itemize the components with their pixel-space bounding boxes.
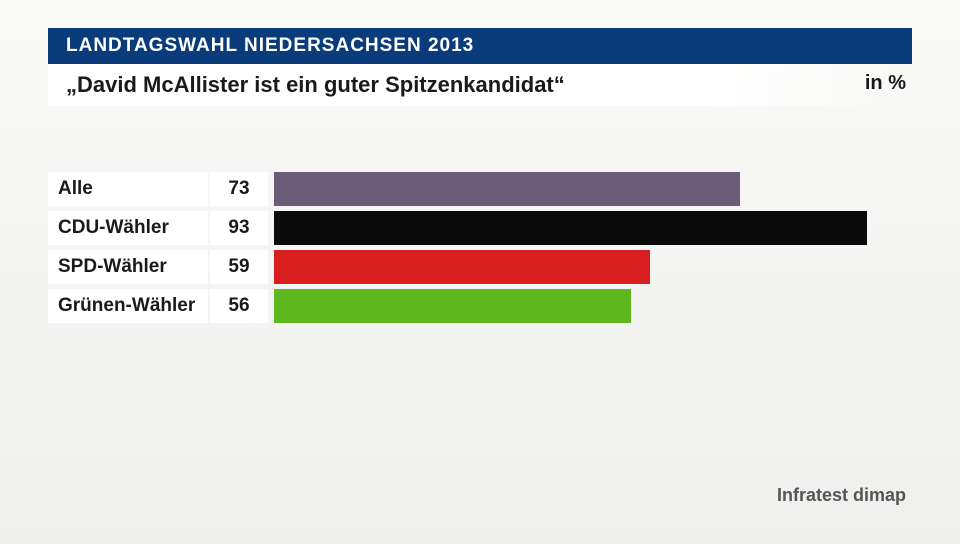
bar-fill [274, 172, 740, 206]
bar-track [274, 172, 912, 206]
unit-label: in % [865, 72, 906, 95]
bar-row: Alle73 [48, 170, 912, 208]
title-banner: LANDTAGSWAHL NIEDERSACHSEN 2013 [48, 28, 912, 64]
subtitle-row: „David McAllister ist ein guter Spitzenk… [48, 64, 912, 106]
bar-value: 93 [210, 211, 268, 245]
bar-track [274, 211, 912, 245]
bar-label: CDU-Wähler [48, 211, 208, 245]
chart-area: Alle73CDU-Wähler93SPD-Wähler59Grünen-Wäh… [48, 170, 912, 326]
subtitle-text: „David McAllister ist ein guter Spitzenk… [66, 72, 565, 98]
bar-fill [274, 289, 631, 323]
bar-label: Alle [48, 172, 208, 206]
bar-fill [274, 211, 867, 245]
bar-label: SPD-Wähler [48, 250, 208, 284]
bar-value: 56 [210, 289, 268, 323]
bar-value: 59 [210, 250, 268, 284]
bar-track [274, 289, 912, 323]
chart-container: LANDTAGSWAHL NIEDERSACHSEN 2013 „David M… [0, 0, 960, 544]
bar-row: Grünen-Wähler56 [48, 287, 912, 325]
bar-row: SPD-Wähler59 [48, 248, 912, 286]
source-label: Infratest dimap [777, 485, 906, 506]
bar-value: 73 [210, 172, 268, 206]
bar-track [274, 250, 912, 284]
bar-fill [274, 250, 650, 284]
title-text: LANDTAGSWAHL NIEDERSACHSEN 2013 [66, 35, 474, 57]
bar-row: CDU-Wähler93 [48, 209, 912, 247]
bar-label: Grünen-Wähler [48, 289, 208, 323]
